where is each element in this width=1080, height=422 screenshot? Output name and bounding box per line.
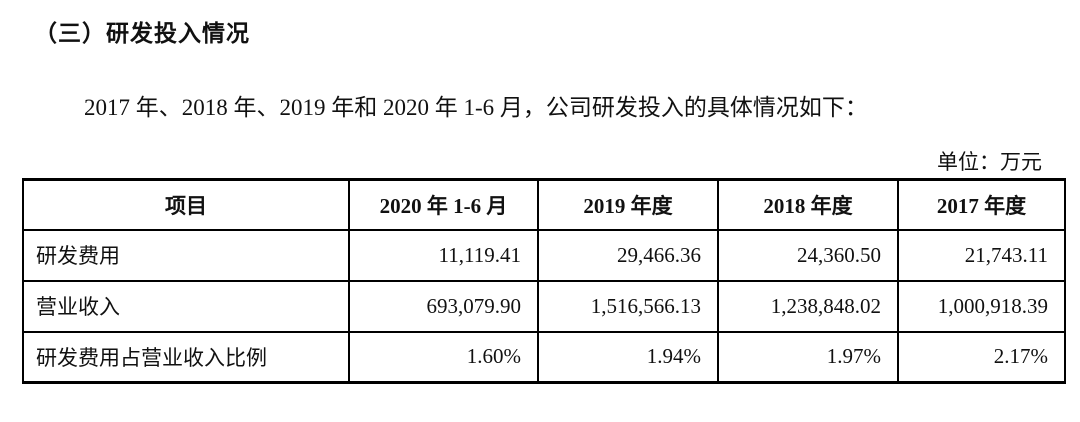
unit-label: 单位：万元	[937, 150, 1042, 174]
table-row: 研发费用 11,119.41 29,466.36 24,360.50 21,74…	[22, 228, 1066, 282]
cell-value: 1,516,566.13	[537, 279, 719, 333]
cell-value: 1.97%	[717, 330, 899, 384]
cell-value: 21,743.11	[897, 228, 1066, 282]
cell-value: 2.17%	[897, 330, 1066, 384]
cell-value: 1,000,918.39	[897, 279, 1066, 333]
rd-investment-table: 项目 2020 年 1-6 月 2019 年度 2018 年度 2017 年度 …	[22, 178, 1066, 384]
intro-paragraph: 2017 年、2018 年、2019 年和 2020 年 1-6 月，公司研发投…	[84, 95, 868, 120]
row-label-rd-ratio: 研发费用占营业收入比例	[22, 330, 350, 384]
cell-value: 1,238,848.02	[717, 279, 899, 333]
header-2017: 2017 年度	[897, 178, 1066, 231]
table-row: 研发费用占营业收入比例 1.60% 1.94% 1.97% 2.17%	[22, 330, 1066, 384]
cell-value: 1.60%	[348, 330, 539, 384]
cell-value: 693,079.90	[348, 279, 539, 333]
header-item: 项目	[22, 178, 350, 231]
table-header-row: 项目 2020 年 1-6 月 2019 年度 2018 年度 2017 年度	[22, 178, 1066, 231]
section-heading: （三）研发投入情况	[34, 20, 250, 46]
cell-value: 1.94%	[537, 330, 719, 384]
header-2018: 2018 年度	[717, 178, 899, 231]
cell-value: 24,360.50	[717, 228, 899, 282]
header-2020-h1: 2020 年 1-6 月	[348, 178, 539, 231]
row-label-revenue: 营业收入	[22, 279, 350, 333]
table-row: 营业收入 693,079.90 1,516,566.13 1,238,848.0…	[22, 279, 1066, 333]
cell-value: 11,119.41	[348, 228, 539, 282]
row-label-rd-expense: 研发费用	[22, 228, 350, 282]
header-2019: 2019 年度	[537, 178, 719, 231]
cell-value: 29,466.36	[537, 228, 719, 282]
